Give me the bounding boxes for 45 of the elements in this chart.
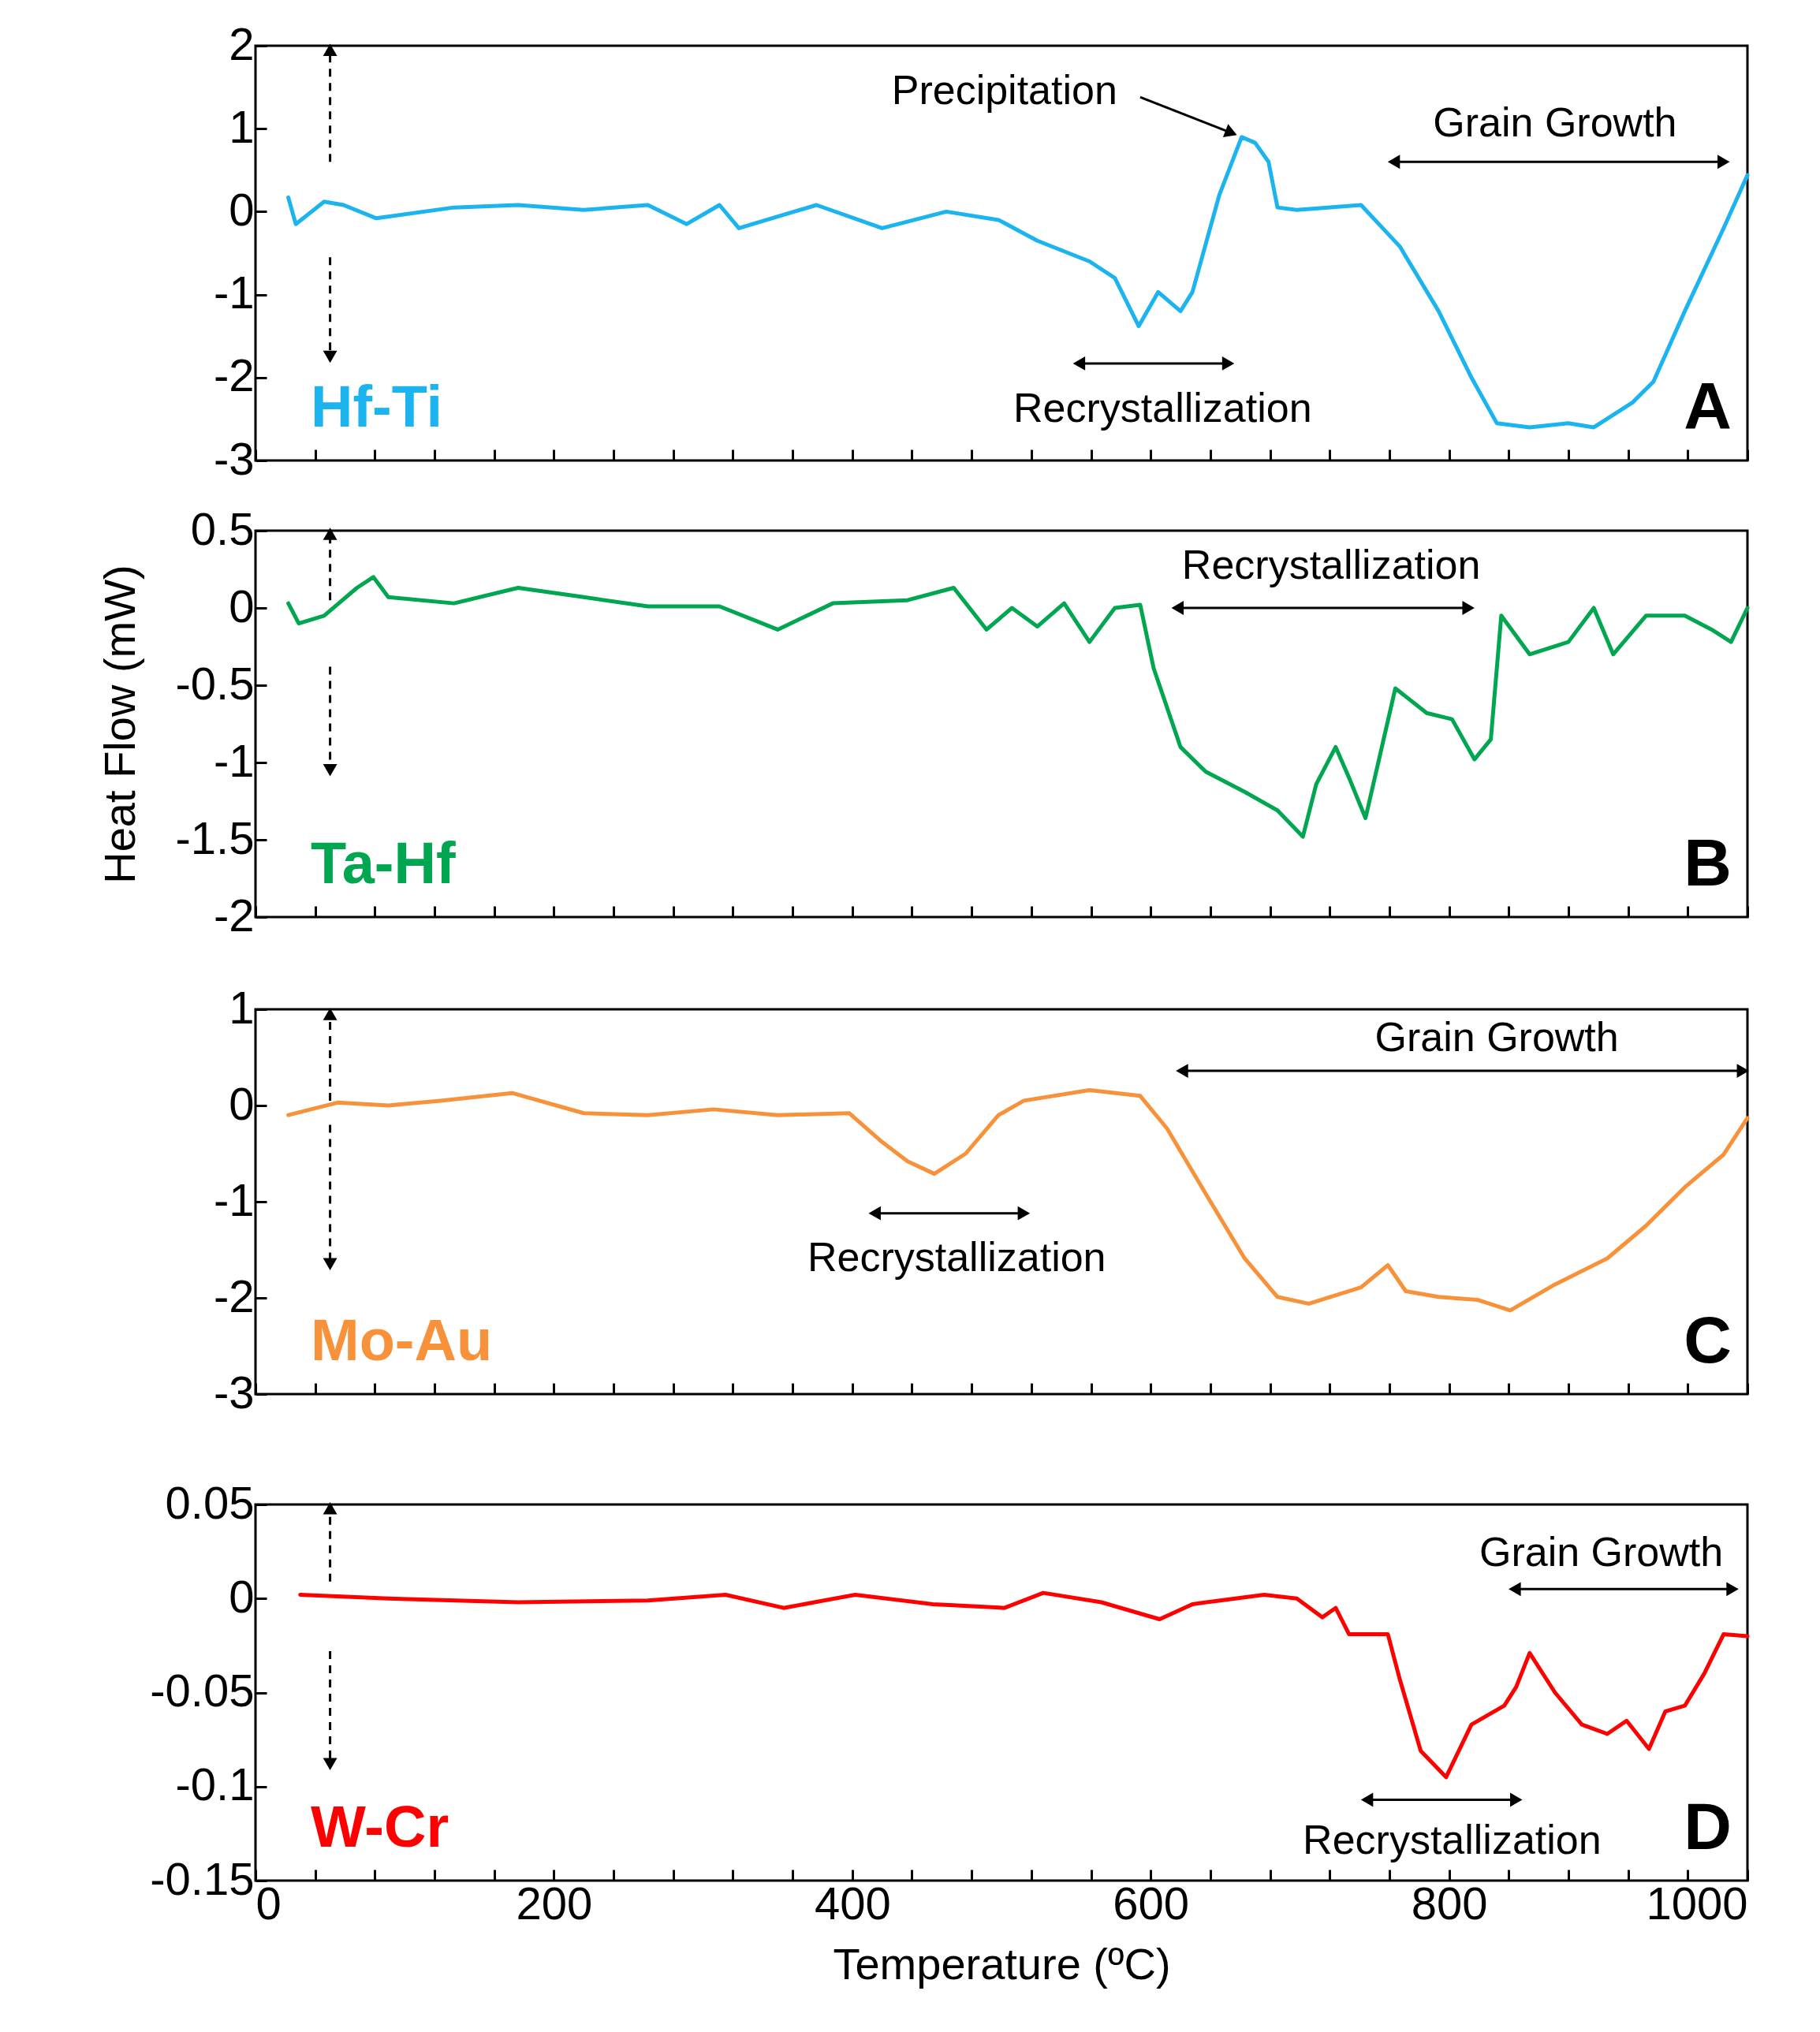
annotation: A [1684,369,1732,443]
y-tick-label: 0 [229,1077,255,1129]
x-tick-label: 600 [1113,1877,1190,1929]
y-tick-label: -1.5 [175,811,255,863]
y-tick-label: -3 [213,1366,255,1418]
y-tick-label: -3 [213,432,255,484]
y-tick-label: 0 [229,1570,255,1622]
text: W-Cr [311,1794,449,1859]
y-tick-label: -2 [213,1270,255,1322]
y-tick-label: -0.15 [150,1852,255,1904]
annotation: Grain Growth [1479,1529,1724,1575]
x-tick-label: 1000 [1646,1877,1748,1929]
annotation: Precipitation [891,66,1117,113]
y-tick-label: 0 [229,183,255,235]
annotation: D [1684,1789,1732,1863]
text: Ta-Hf [311,830,456,896]
y-tick-label: 0 [229,580,255,632]
x-tick-label: 200 [516,1877,593,1929]
y-tick-label: -1 [213,267,255,319]
y-tick-label: 0.5 [190,502,255,554]
annotation: B [1684,826,1732,900]
annotation: Grain Growth [1433,99,1677,145]
annotation: Recrystallization [1303,1816,1602,1862]
y-axis-title: Heat Flow (mW) [94,565,144,884]
text: Hf-Ti [311,374,443,439]
y-tick-label: -0.5 [175,657,255,709]
y-tick-label: 2 [229,17,255,69]
annotation: Recrystallization [1181,542,1481,588]
y-tick-label: -0.05 [150,1665,255,1716]
y-tick-label: -2 [213,889,255,941]
x-axis-title: Temperature (ºC) [833,1938,1171,1989]
y-tick-label: -2 [213,349,255,401]
y-tick-label: 1 [229,981,255,1033]
x-tick-label: 800 [1411,1877,1488,1929]
annotation: Recrystallization [1013,384,1312,431]
x-tick-label: 400 [814,1877,891,1929]
annotation: Grain Growth [1374,1013,1619,1060]
annotation: C [1684,1303,1732,1377]
annotation: Recrystallization [807,1233,1106,1280]
text: Mo-Au [311,1307,493,1373]
y-tick-label: -1 [213,1173,255,1225]
y-tick-label: -1 [213,734,255,786]
y-tick-label: 0.05 [165,1476,255,1528]
y-tick-label: 1 [229,100,255,152]
y-tick-label: -0.1 [175,1758,255,1810]
